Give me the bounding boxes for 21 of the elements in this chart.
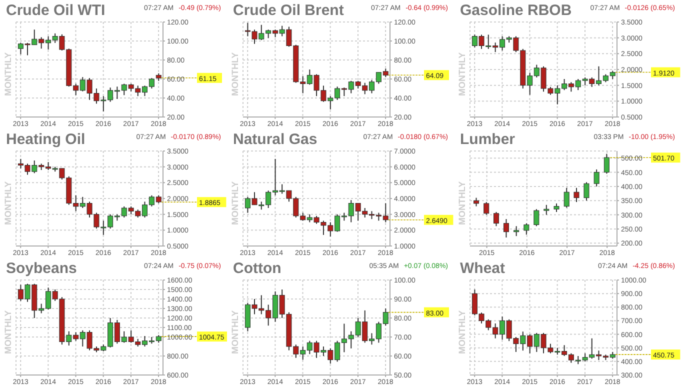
chart-title: Soybeans bbox=[6, 260, 77, 277]
candlestick bbox=[484, 202, 490, 216]
candlestick bbox=[574, 187, 580, 203]
candlestick bbox=[604, 153, 610, 174]
candlestick bbox=[594, 168, 600, 187]
candlestick bbox=[534, 208, 540, 227]
chart-title: Gasoline RBOB bbox=[460, 2, 572, 19]
chart-title: Natural Gas bbox=[233, 131, 318, 148]
candlestick bbox=[544, 204, 550, 216]
candlestick bbox=[564, 187, 570, 208]
chart-title: Cotton bbox=[233, 260, 282, 277]
chart-title: Crude Oil Brent bbox=[233, 2, 344, 19]
candlestick bbox=[493, 211, 499, 227]
candlestick bbox=[503, 218, 509, 238]
candlestick bbox=[514, 226, 520, 237]
candlestick bbox=[584, 182, 590, 202]
chart-title: Lumber bbox=[460, 131, 516, 148]
chart-title: Wheat bbox=[460, 260, 505, 277]
chart-title: Heating Oil bbox=[6, 131, 86, 148]
candlestick bbox=[524, 222, 530, 236]
chart-title: Crude Oil WTI bbox=[6, 2, 106, 19]
